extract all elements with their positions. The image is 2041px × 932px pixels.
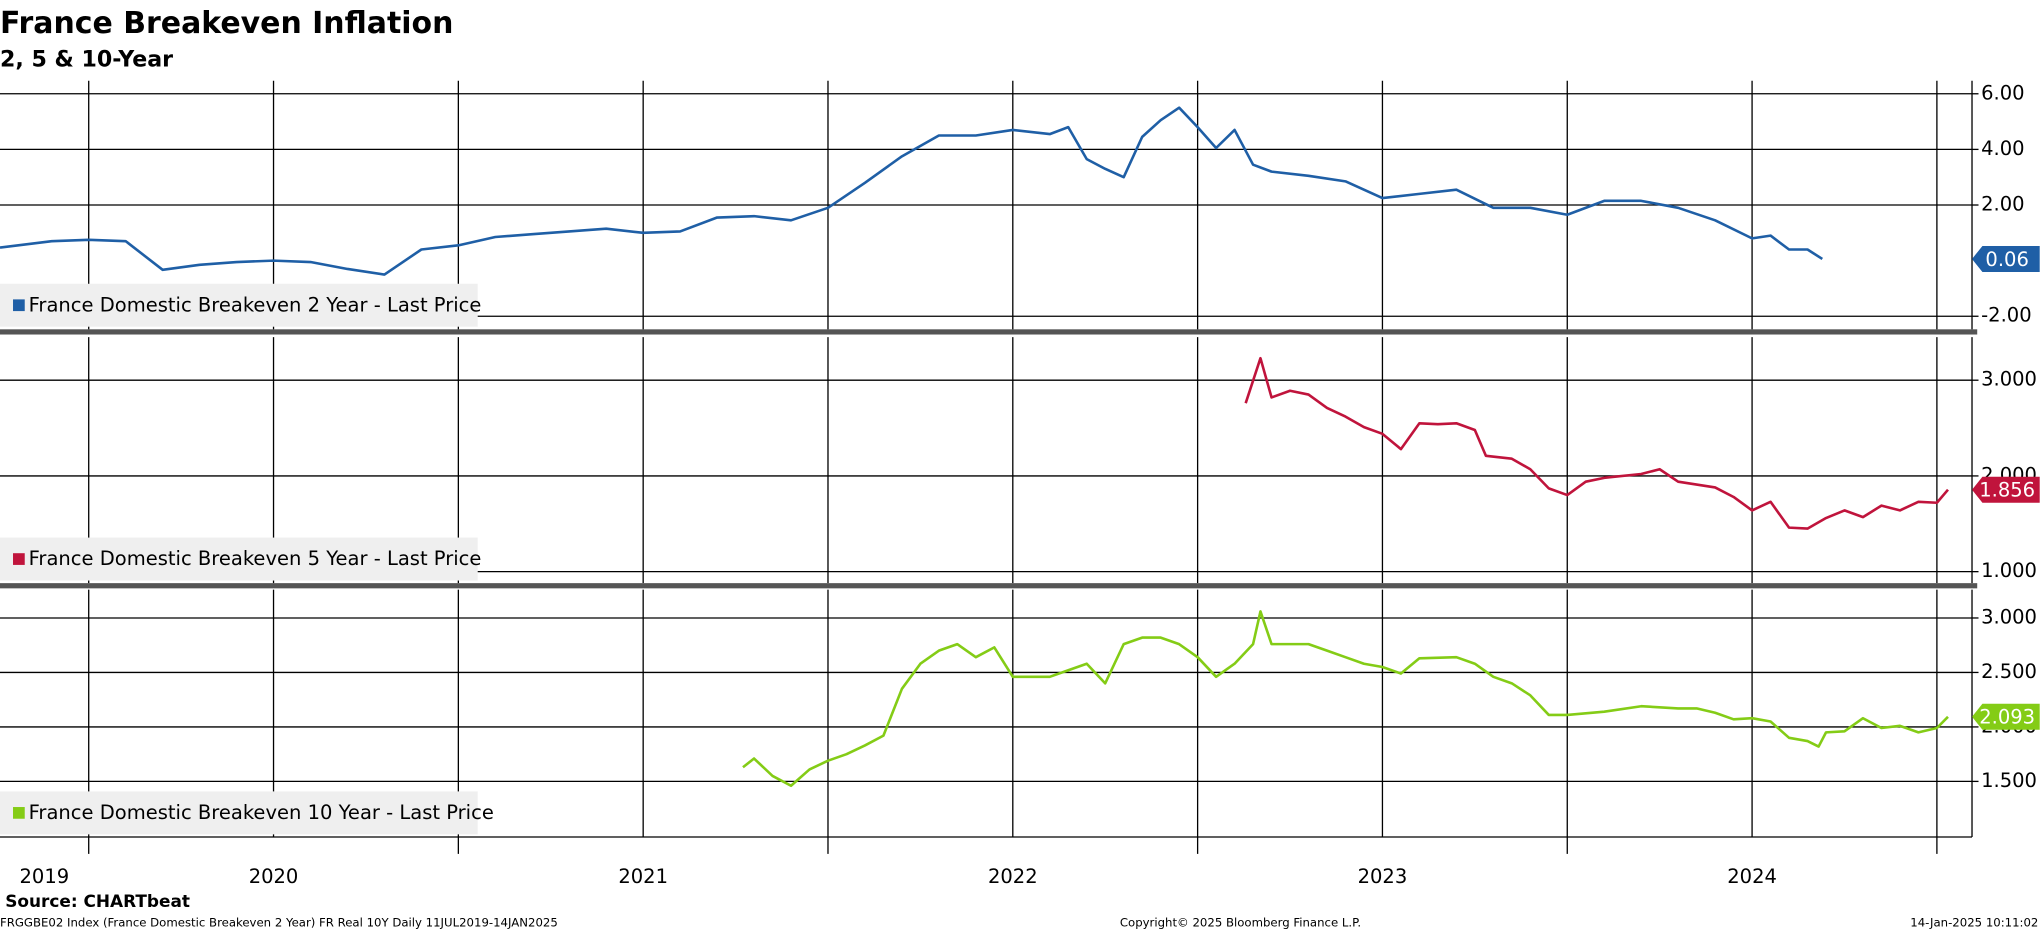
last-price-label: 0.06	[1985, 248, 2028, 271]
y-tick-label: 3.000	[1981, 368, 2037, 391]
y-tick-label: 2.00	[1981, 193, 2024, 216]
x-tick-label: 2023	[1358, 865, 1408, 888]
source: Source: CHARTbeat	[5, 891, 190, 911]
copyright: Copyright© 2025 Bloomberg Finance L.P.	[1120, 915, 1361, 929]
legend-swatch	[13, 299, 25, 312]
y-tick-label: 2.500	[1981, 660, 2037, 683]
x-tick-label: 2024	[1727, 865, 1777, 888]
chart-body: France Breakeven Inflation 2, 5 & 10-Yea…	[0, 6, 2040, 929]
legend-box	[0, 791, 478, 835]
footer-description: FRGGBE02 Index (France Domestic Breakeve…	[0, 915, 558, 929]
panel-separator	[0, 583, 1978, 589]
last-price-label: 1.856	[1979, 479, 2035, 502]
legend-swatch	[13, 553, 25, 565]
y-tick-label: 1.500	[1981, 769, 2037, 792]
last-price-tag	[1972, 245, 2040, 272]
y-tick-label: 1.000	[1981, 559, 2037, 582]
series-line	[1244, 356, 1949, 530]
y-tick-label: 6.00	[1981, 81, 2024, 104]
last-price-tag	[1972, 703, 2040, 730]
last-price-tag	[1972, 476, 2040, 503]
y-tick-label: 4.00	[1981, 137, 2024, 160]
x-tick-label: 2020	[249, 865, 299, 888]
x-tick-label: 2021	[618, 865, 668, 888]
last-price-label: 2.093	[1979, 706, 2035, 729]
legend-box	[0, 283, 478, 327]
legend-label: France Domestic Breakeven 10 Year - Last…	[29, 801, 494, 824]
legend-swatch	[13, 807, 25, 819]
y-tick-label: 3.000	[1981, 605, 2037, 628]
y-tick-label: -2.00	[1981, 304, 2032, 327]
legend-label: France Domestic Breakeven 2 Year - Last …	[29, 293, 482, 316]
panel-separator	[0, 329, 1978, 335]
x-tick-label: 2022	[988, 865, 1038, 888]
chart-subtitle: 2, 5 & 10-Year	[0, 46, 173, 72]
chart-title: France Breakeven Inflation	[0, 6, 453, 41]
x-tick-label: 2019	[20, 865, 70, 888]
timestamp: 14-Jan-2025 10:11:02	[1910, 915, 2038, 929]
series-line	[742, 610, 1949, 788]
series-line	[0, 106, 1824, 276]
legend-box	[0, 537, 478, 581]
legend-label: France Domestic Breakeven 5 Year - Last …	[29, 547, 482, 570]
